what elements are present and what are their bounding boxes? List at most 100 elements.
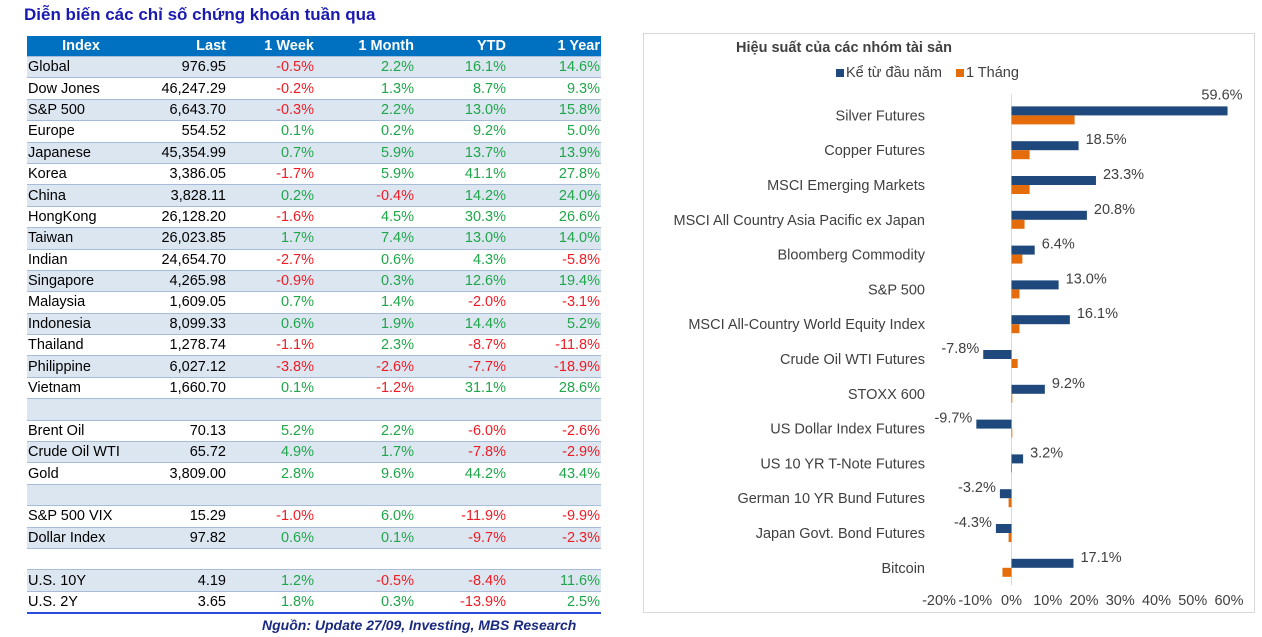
table-row: Gold 3,809.00 2.8% 9.6% 44.2% 43.4% [27,462,601,485]
header-1-month: 1 Month [315,36,415,57]
table-row: Global 976.95 -0.5% 2.2% 16.1% 14.6% [27,55,601,78]
cell-1-month [315,483,415,506]
cell-last: 26,023.85 [135,227,227,250]
cell-1-year: 14.6% [507,55,601,78]
cell-last [135,483,227,506]
data-label-ytd: -4.3% [954,515,992,531]
cell-1-year: -2.6% [507,419,601,442]
bar-1-month [1011,219,1025,229]
cell-1-year: 24.0% [507,184,601,207]
bar-1-month [1011,185,1030,194]
cell-index: U.S. 2Y [27,590,135,615]
cell-1-month [315,398,415,421]
cell-last: 6,027.12 [135,355,227,378]
bar-chart-svg: Silver Futures 59.6% Copper Futures 18.5% MS… [674,87,1244,609]
cell-1-year: -2.3% [507,526,601,549]
cell-1-month: 0.3% [315,269,415,292]
category-label: MSCI All Country Asia Pacific ex Japan [674,213,925,229]
bar-ytd [1011,384,1045,394]
table-row: Thailand 1,278.74 -1.1% 2.3% -8.7% -11.8% [27,334,601,356]
cell-ytd: 30.3% [415,205,507,228]
cell-1-week: -1.0% [227,505,315,528]
cell-1-week: 0.7% [227,291,315,314]
x-tick-label: 60% [1214,593,1243,609]
cell-1-year: 14.0% [507,227,601,250]
bar-1-month [1011,428,1013,438]
table-header-row: Index Last 1 Week 1 Month YTD 1 Year [27,36,601,57]
data-label-ytd: 9.2% [1052,376,1085,392]
cell-index [27,398,135,421]
cell-last: 3,828.11 [135,184,227,207]
cell-last: 26,128.20 [135,205,227,228]
cell-last: 24,654.70 [135,248,227,271]
cell-index [27,547,135,570]
cell-index [27,483,135,506]
cell-1-week: -1.1% [227,334,315,356]
cell-1-month: 1.9% [315,312,415,335]
data-label-ytd: -7.8% [941,341,979,357]
bar-1-month [1008,498,1012,508]
bar-1-month [1011,150,1030,160]
category-label: German 10 YR Bund Futures [737,491,925,507]
cell-1-year: 43.4% [507,462,601,485]
cell-1-week [227,547,315,570]
cell-1-week: 0.1% [227,120,315,143]
cell-1-month: 2.2% [315,419,415,442]
cell-1-week: -0.5% [227,55,315,78]
cell-index: China [27,184,135,207]
cell-1-year: 26.6% [507,205,601,228]
cell-1-week: 0.7% [227,141,315,164]
category-label: Crude Oil WTI Futures [780,352,925,368]
cell-ytd: 16.1% [415,55,507,78]
cell-last: 15.29 [135,505,227,528]
cell-index: Indonesia [27,312,135,335]
cell-last: 1,660.70 [135,376,227,399]
data-label-ytd: 6.4% [1042,237,1075,253]
table-row: S&P 500 6,643.70 -0.3% 2.2% 13.0% 15.8% [27,98,601,121]
table-row [27,483,601,506]
bar-ytd [983,350,1012,359]
cell-1-year: -5.8% [507,248,601,271]
cell-1-year: 13.9% [507,141,601,164]
cell-1-year: 28.6% [507,376,601,399]
cell-1-year: 15.8% [507,98,601,121]
table-row: Indonesia 8,099.33 0.6% 1.9% 14.4% 5.2% [27,312,601,335]
cell-last: 1,278.74 [135,334,227,356]
x-tick-label: 30% [1106,593,1135,609]
cell-ytd: 13.0% [415,227,507,250]
bar-ytd [1011,454,1024,464]
legend-label-1-month: 1 Tháng [965,65,1019,81]
cell-1-month: -1.2% [315,376,415,399]
cell-1-year: -9.9% [507,505,601,528]
table-body: Global 976.95 -0.5% 2.2% 16.1% 14.6% Dow Jones… [27,55,601,615]
cell-last: 554.52 [135,120,227,143]
bar-1-month [1008,533,1012,542]
bar-1-month [1011,324,1020,334]
cell-ytd: -9.7% [415,526,507,549]
table-row: Indian 24,654.70 -2.7% 0.6% 4.3% -5.8% [27,248,601,271]
table-row: Dow Jones 46,247.29 -0.2% 1.3% 8.7% 9.3% [27,77,601,100]
cell-last: 3,386.05 [135,162,227,185]
cell-index: Taiwan [27,227,135,250]
cell-1-month: 0.2% [315,120,415,143]
bar-ytd [1011,210,1087,220]
category-label: US 10 YR T-Note Futures [760,456,925,472]
data-label-ytd: 16.1% [1077,306,1118,322]
chart-title: Hiệu suất của các nhóm tài sản [736,40,952,56]
cell-1-month: 2.3% [315,334,415,356]
category-label: Silver Futures [836,108,925,124]
x-tick-label: 0% [1001,593,1022,609]
cell-ytd: 12.6% [415,269,507,292]
table-row: China 3,828.11 0.2% -0.4% 14.2% 24.0% [27,184,601,207]
cell-1-month: 0.6% [315,248,415,271]
cell-ytd: 9.2% [415,120,507,143]
data-label-ytd: 59.6% [1201,87,1242,103]
cell-1-week: -3.8% [227,355,315,378]
cell-1-week: 0.2% [227,184,315,207]
cell-index: Thailand [27,334,135,356]
category-label: Japan Govt. Bond Futures [756,526,925,542]
cell-ytd [415,547,507,570]
category-label: MSCI All-Country World Equity Index [688,317,925,333]
bar-1-month [1002,567,1012,577]
legend-item-1-month: 1 Tháng [955,65,1019,81]
